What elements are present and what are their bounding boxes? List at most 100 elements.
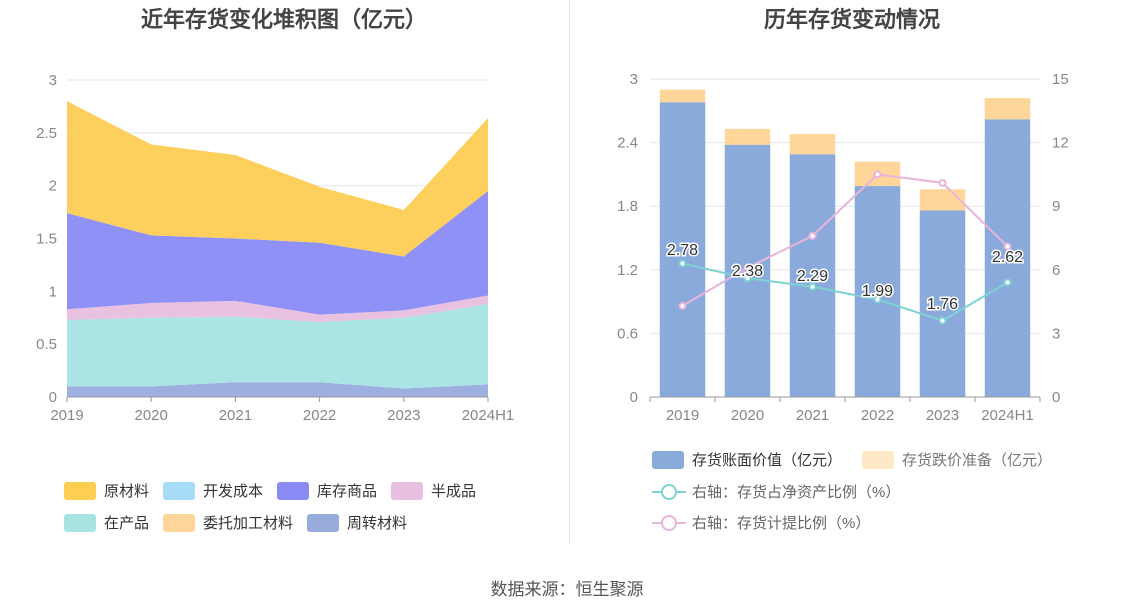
y-tick-label: 2.5 <box>36 125 57 142</box>
y-right-tick-label: 6 <box>1052 262 1060 279</box>
legend-label: 委托加工材料 <box>203 515 294 532</box>
x-tick-label: 2022 <box>861 407 894 424</box>
legend-label: 周转材料 <box>347 515 408 532</box>
left-chart-panel: 近年存货变化堆积图（亿元） 0 0.5 1 1.5 2 2.5 3 2019 2020 2021 2… <box>0 0 568 560</box>
legend-label: 半成品 <box>431 483 477 500</box>
y-left-tick-label: 1.2 <box>617 262 638 279</box>
x-tick-label: 2020 <box>135 407 168 424</box>
right-chart-panel: 历年存货变动情况 0 0.6 1.2 1.8 2.4 3 0 3 6 9 12 15 2019 2020 2… <box>570 0 1134 560</box>
x-tick-label: 2019 <box>50 407 83 424</box>
x-tick-label: 2024H1 <box>462 407 515 424</box>
legend-label: 原材料 <box>104 483 150 500</box>
bar-value-label: 1.99 <box>862 283 893 300</box>
point-ratio_provision <box>678 301 687 310</box>
legend-item-semi_finished[interactable]: 半成品 <box>391 480 476 501</box>
x-tick-label: 2019 <box>666 407 699 424</box>
bar-value-label: 1.76 <box>927 296 958 313</box>
legend-item-turnover[interactable]: 周转材料 <box>307 512 407 533</box>
bar-book-value <box>789 154 836 397</box>
bar-book-value <box>984 119 1031 397</box>
y-right-tick-label: 15 <box>1052 71 1069 88</box>
legend-swatch <box>307 513 340 532</box>
legend-item-book_value[interactable]: 存货账面价值（亿元） <box>652 449 842 470</box>
legend-label: 库存商品 <box>317 483 378 500</box>
legend-item-ratio_net_assets[interactable]: 右轴：存货占净资产比例（%） <box>652 481 900 502</box>
bar-value-label: 2.78 <box>667 242 698 259</box>
y-tick-label: 2 <box>49 178 57 195</box>
right-legend-row-3: 右轴：存货计提比例（%） <box>652 512 884 533</box>
x-tick-label: 2021 <box>219 407 252 424</box>
left-legend-row-1: 原材料 开发成本 库存商品 半成品 <box>64 480 490 501</box>
right-chart-title: 历年存货变动情况 <box>763 7 940 32</box>
point-ratio_net_assets <box>1003 278 1012 287</box>
legend-swatch <box>163 481 196 500</box>
legend-item-impairment[interactable]: 存货跌价准备（亿元） <box>862 449 1052 470</box>
legend-item-ratio_provision[interactable]: 右轴：存货计提比例（%） <box>652 512 870 533</box>
legend-marker <box>661 483 677 500</box>
bar-book-value <box>919 210 966 397</box>
x-tick-label: 2020 <box>731 407 764 424</box>
line-ratio_net_assets <box>682 262 1009 322</box>
legend-label: 存货账面价值（亿元） <box>692 452 843 469</box>
legend-item-finished_goods[interactable]: 库存商品 <box>277 480 377 501</box>
y-left-tick-label: 3 <box>630 71 638 88</box>
x-tick-label: 2023 <box>387 407 420 424</box>
y-tick-label: 0.5 <box>36 336 57 353</box>
bar-line-combo-chart: 0 0.6 1.2 1.8 2.4 3 0 3 6 9 12 15 2019 2020 2021 2022 20… <box>617 71 1069 424</box>
y-left-tick-label: 0.6 <box>617 325 638 342</box>
y-right-tick-label: 12 <box>1052 135 1069 152</box>
legend-swatch <box>277 481 310 500</box>
area-semi_finished <box>67 295 488 322</box>
legend-marker <box>661 514 677 531</box>
bar-impairment <box>789 134 836 155</box>
y-tick-label: 1.5 <box>36 231 57 248</box>
y-left-tick-label: 1.8 <box>617 198 638 215</box>
bar-impairment <box>724 128 771 145</box>
data-source-note: 数据来源：恒生聚源 <box>490 580 644 599</box>
bar-value-label: 2.38 <box>732 263 763 280</box>
point-ratio_net_assets <box>938 316 947 325</box>
bar-impairment <box>984 98 1031 120</box>
left-legend-row-2: 在产品 委托加工材料 周转材料 <box>64 512 421 533</box>
area-wip <box>67 304 488 389</box>
right-legend-row-2: 右轴：存货占净资产比例（%） <box>652 481 914 502</box>
bar-value-label: 2.62 <box>992 249 1023 266</box>
x-tick-label: 2023 <box>926 407 959 424</box>
legend-swatch <box>652 450 684 469</box>
point-ratio_provision <box>743 263 752 272</box>
line-ratio_provision <box>681 173 1009 307</box>
right-legend-row-1: 存货账面价值（亿元） 存货跌价准备（亿元） <box>652 449 1072 470</box>
point-ratio_net_assets <box>873 295 882 304</box>
y-tick-label: 3 <box>49 72 57 89</box>
area-raw_material <box>67 101 488 257</box>
y-left-tick-label: 0 <box>630 389 638 406</box>
point-ratio_provision <box>938 178 947 187</box>
legend-item-wip[interactable]: 在产品 <box>64 512 149 533</box>
bar-book-value <box>854 186 901 397</box>
legend-swatch <box>163 513 196 532</box>
y-right-tick-label: 0 <box>1052 389 1060 406</box>
point-ratio_provision <box>1003 242 1012 251</box>
legend-item-dev_cost[interactable]: 开发成本 <box>163 480 263 501</box>
bar-value-label: 2.29 <box>797 268 828 285</box>
legend-swatch <box>862 450 895 469</box>
legend-label: 存货跌价准备（亿元） <box>902 452 1053 469</box>
x-tick-label: 2021 <box>796 407 829 424</box>
stacked-area-chart: 0 0.5 1 1.5 2 2.5 3 2019 2020 2021 2022 2023 2024H1 <box>36 72 515 424</box>
area-turnover <box>67 382 488 397</box>
panel-divider <box>569 0 570 545</box>
legend-label: 右轴：存货计提比例（%） <box>692 515 871 532</box>
legend-item-consigned[interactable]: 委托加工材料 <box>163 512 293 533</box>
y-left-tick-label: 2.4 <box>617 135 638 152</box>
legend-item-raw_material[interactable]: 原材料 <box>64 480 149 501</box>
y-right-tick-label: 3 <box>1052 325 1060 342</box>
left-chart-title: 近年存货变化堆积图（亿元） <box>140 7 427 32</box>
point-ratio_net_assets <box>678 259 687 268</box>
legend-swatch <box>391 481 424 500</box>
bar-impairment <box>659 89 706 103</box>
point-ratio_provision <box>873 170 882 179</box>
x-tick-label: 2024H1 <box>981 407 1034 424</box>
point-ratio_net_assets <box>808 282 817 291</box>
legend-label: 开发成本 <box>203 483 264 500</box>
point-ratio_provision <box>808 231 817 240</box>
